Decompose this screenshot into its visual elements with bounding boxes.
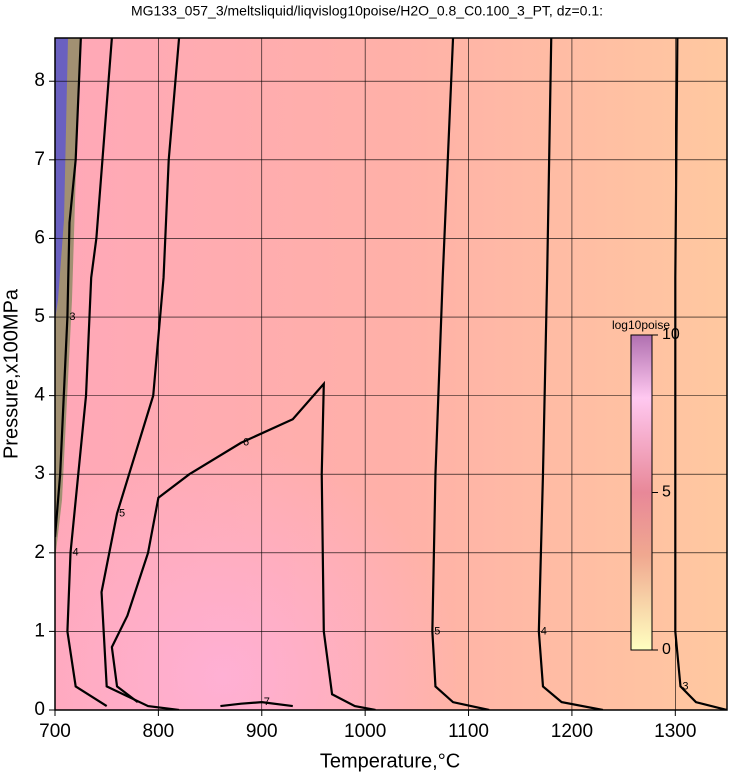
x-tick-label: 700 bbox=[39, 721, 71, 742]
contour-label: 4 bbox=[541, 625, 547, 637]
colorbar-tick-label: 5 bbox=[662, 484, 671, 501]
y-tick-label: 4 bbox=[34, 385, 45, 406]
contour-line bbox=[220, 701, 293, 708]
x-tick-label: 1300 bbox=[654, 721, 696, 742]
contour-line bbox=[110, 380, 376, 710]
x-tick-label: 1100 bbox=[448, 721, 489, 742]
contour-line bbox=[55, 38, 82, 538]
y-axis-label: Pressure,x100MPa bbox=[0, 288, 22, 459]
contour-label: 4 bbox=[72, 547, 78, 559]
contour-line bbox=[537, 38, 604, 710]
y-tick-label: 7 bbox=[34, 149, 45, 170]
y-tick-label: 0 bbox=[34, 699, 45, 720]
y-tick-label: 1 bbox=[34, 620, 45, 641]
x-tick-label: 900 bbox=[246, 721, 278, 742]
contour-label: 5 bbox=[434, 625, 440, 637]
y-tick-label: 5 bbox=[34, 306, 45, 327]
chart-title: MG133_057_3/meltsliquid/liqvislog10poise… bbox=[131, 3, 603, 19]
plot-frame bbox=[54, 37, 728, 711]
contour-line bbox=[431, 38, 490, 710]
y-tick-label: 2 bbox=[34, 542, 45, 563]
x-axis-label: Temperature,°C bbox=[320, 750, 460, 772]
contour-label: 3 bbox=[69, 311, 75, 323]
x-tick-label: 1200 bbox=[551, 721, 593, 742]
colorbar-tick-label: 10 bbox=[662, 326, 680, 343]
y-tick-label: 3 bbox=[34, 463, 45, 484]
contour-label: 7 bbox=[264, 696, 270, 708]
contour-label: 3 bbox=[682, 680, 688, 692]
contour-label: 5 bbox=[119, 507, 125, 519]
colorbar bbox=[630, 334, 653, 651]
contour-line bbox=[100, 38, 181, 710]
y-tick-label: 8 bbox=[34, 70, 45, 91]
colorbar-tick-label: 0 bbox=[662, 641, 671, 658]
contour-label: 6 bbox=[243, 437, 249, 449]
blue-region bbox=[55, 38, 68, 320]
background-shade bbox=[55, 38, 727, 710]
plot-area: 3 4 5 6 5 4 3 7 bbox=[55, 38, 727, 710]
colorbar-label: log10poise bbox=[612, 318, 670, 332]
y-tick-label: 6 bbox=[34, 227, 45, 248]
x-tick-label: 1000 bbox=[344, 721, 386, 742]
x-tick-label: 800 bbox=[143, 721, 175, 742]
contour-line bbox=[66, 38, 113, 707]
contour-line bbox=[674, 38, 727, 710]
